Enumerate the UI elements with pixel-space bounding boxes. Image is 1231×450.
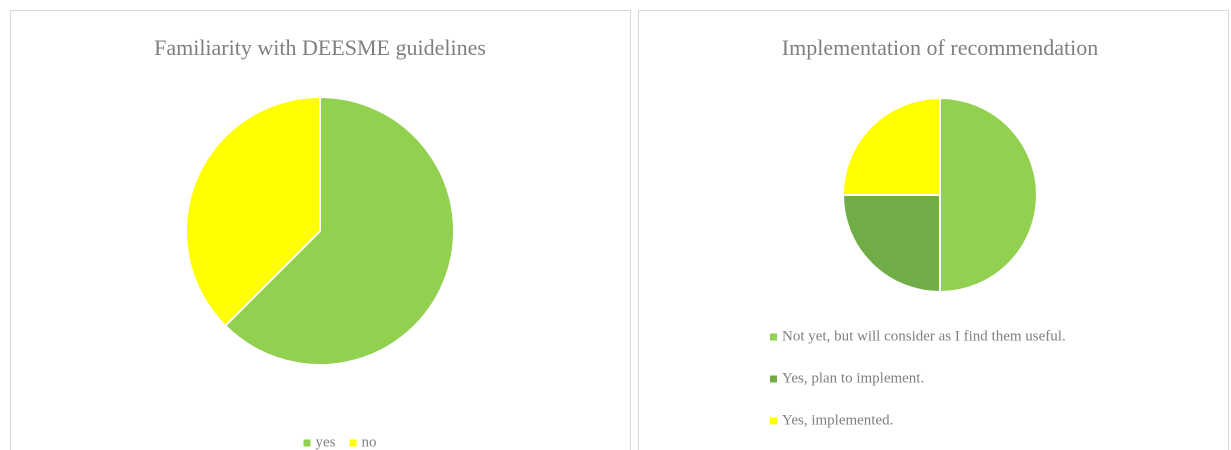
pie-slice xyxy=(841,194,941,294)
pie-slice xyxy=(185,95,321,328)
pie-slice xyxy=(939,96,1038,294)
legend-label: Yes, implemented. xyxy=(782,412,893,428)
legend-label: no xyxy=(362,434,377,450)
legend-swatch xyxy=(303,439,311,447)
legend-swatch xyxy=(770,333,777,341)
chart-title: Familiarity with DEESME guidelines xyxy=(154,35,486,60)
legend-swatch xyxy=(349,439,357,447)
legend-label: Not yet, but will consider as I find the… xyxy=(782,328,1066,344)
chart-title: Implementation of recommendation xyxy=(782,35,1098,60)
legend-swatch xyxy=(770,417,777,425)
legend-label: Yes, plan to implement. xyxy=(782,370,924,386)
legend-label: yes xyxy=(316,434,336,450)
legend-swatch xyxy=(770,375,777,383)
pie-slice xyxy=(841,96,941,196)
pie-slice xyxy=(223,95,455,366)
